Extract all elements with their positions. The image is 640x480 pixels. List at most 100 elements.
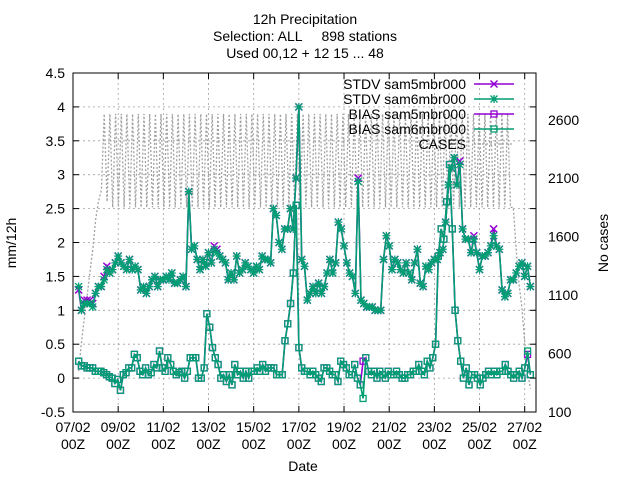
data-point-marker: [155, 347, 164, 355]
data-point-marker: [225, 371, 233, 379]
x-tick-label: 11/02: [146, 419, 180, 435]
data-point-marker: [275, 238, 284, 247]
x-tick-label-hour: 00Z: [196, 436, 221, 452]
x-tick-label-hour: 00Z: [332, 436, 357, 452]
data-point-marker: [232, 252, 241, 261]
data-point-marker: [433, 255, 442, 264]
data-point-marker: [204, 248, 213, 257]
data-point-marker: [311, 289, 320, 298]
data-point-marker: [490, 110, 498, 118]
x-tick-label: 09/02: [101, 419, 136, 435]
data-point-marker: [224, 275, 233, 284]
data-point-marker: [429, 354, 437, 362]
data-point-marker: [431, 340, 440, 348]
data-point-marker: [469, 235, 478, 244]
x-tick-label-hour: 00Z: [287, 436, 312, 452]
series-bias-sam6mbr000: [74, 160, 535, 403]
x-tick-label-hour: 00Z: [106, 436, 131, 452]
data-point-marker: [272, 211, 281, 220]
data-point-marker: [452, 180, 461, 189]
data-point-marker: [266, 258, 275, 267]
data-point-marker: [164, 275, 173, 284]
data-point-marker: [420, 371, 429, 379]
data-point-marker: [342, 364, 350, 372]
data-point-marker: [337, 224, 346, 233]
y-tick-label: 1.5: [46, 268, 66, 284]
data-point-marker: [512, 269, 521, 278]
data-point-marker: [410, 258, 419, 267]
data-point-marker: [167, 269, 176, 278]
data-point-marker: [238, 265, 247, 274]
x-tick-label: 17/02: [281, 419, 316, 435]
data-point-marker: [286, 204, 295, 213]
data-point-marker: [490, 95, 498, 103]
data-point-marker: [331, 258, 340, 267]
y2-tick-label: 2600: [548, 112, 579, 128]
data-point-marker: [415, 360, 423, 369]
data-point-marker: [419, 282, 428, 291]
data-point-marker: [334, 377, 342, 386]
data-point-marker: [465, 381, 473, 389]
data-point-marker: [306, 289, 315, 298]
data-point-marker: [231, 360, 239, 369]
y2-tick-label: 2100: [548, 170, 579, 186]
data-point-marker: [198, 255, 207, 264]
data-point-marker: [193, 255, 202, 264]
data-point-marker: [100, 275, 109, 284]
data-point-marker: [196, 265, 205, 274]
data-point-marker: [359, 394, 367, 403]
data-point-marker: [127, 364, 136, 372]
data-point-marker: [206, 323, 214, 331]
data-point-marker: [399, 269, 408, 278]
data-point-marker: [323, 269, 332, 278]
data-point-marker: [114, 375, 122, 384]
y-tick-label: 3: [57, 167, 65, 183]
data-point-marker: [448, 225, 456, 233]
data-point-marker: [356, 381, 364, 389]
y2-tick-label: 600: [548, 346, 572, 362]
data-point-marker: [523, 262, 532, 271]
legend-entry: STDV sam6mbr000: [343, 91, 514, 107]
axis-ticks: -0.5 0 0.5 1 1.5 2 2.5 3 3.5 4 4.5 100 600 1100 1600 21…: [41, 65, 579, 452]
data-point-marker: [111, 258, 120, 267]
data-point-marker: [521, 364, 529, 372]
data-point-marker: [249, 269, 258, 278]
data-point-marker: [286, 299, 295, 308]
data-point-marker: [331, 371, 339, 379]
data-point-marker: [342, 258, 351, 267]
data-point-marker: [167, 360, 175, 369]
data-point-marker: [509, 275, 518, 284]
data-point-marker: [437, 225, 445, 233]
data-point-marker: [208, 343, 217, 352]
series-line: [77, 164, 532, 399]
data-point-marker: [308, 282, 317, 291]
legend-entry: STDV sam5mbr000: [343, 76, 514, 92]
legend-label: BIAS sam6mbr000: [349, 121, 467, 137]
data-point-marker: [207, 258, 216, 267]
data-point-marker: [413, 245, 422, 254]
data-point-marker: [139, 282, 148, 291]
legend-entry: BIAS sam5mbr000: [349, 106, 514, 122]
data-point-marker: [214, 360, 222, 369]
data-point-marker: [283, 224, 292, 233]
x-tick-label-hour: 00Z: [242, 436, 267, 452]
data-point-marker: [289, 269, 297, 277]
data-point-marker: [489, 224, 498, 233]
data-point-marker: [74, 282, 83, 291]
x-tick-label-hour: 00Z: [61, 436, 86, 452]
data-point-marker: [354, 177, 363, 186]
data-point-marker: [77, 306, 86, 315]
data-point-marker: [281, 337, 289, 345]
data-point-marker: [402, 258, 411, 267]
x-tick-label-hour: 00Z: [513, 436, 538, 452]
data-point-marker: [314, 279, 323, 288]
data-point-marker: [340, 241, 349, 250]
data-point-marker: [382, 231, 391, 240]
x-tick-label: 21/02: [372, 419, 407, 435]
data-point-marker: [114, 252, 123, 261]
data-point-marker: [201, 262, 210, 271]
data-point-marker: [388, 265, 397, 274]
data-point-marker: [424, 265, 433, 274]
